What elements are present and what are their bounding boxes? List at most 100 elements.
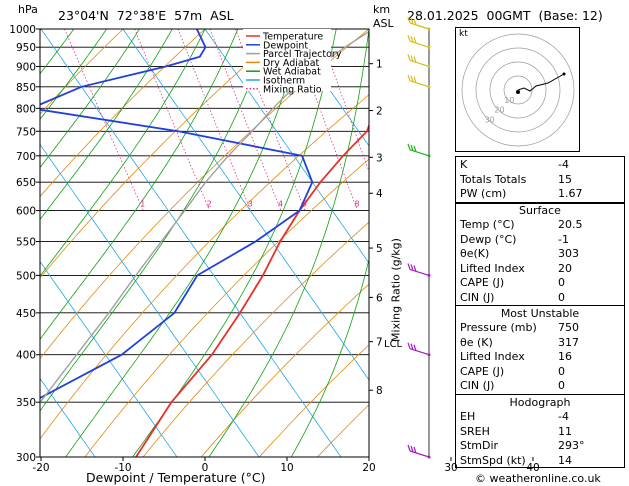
hodograph-ring: [461, 33, 575, 147]
isotherm-line: [122, 29, 369, 381]
hodo-row: EH -4: [460, 410, 569, 423]
mu-row: CAPE (J) 0: [460, 364, 565, 378]
legend-entry: Wet Adiabat: [263, 67, 321, 78]
legend-entry: Dewpoint: [263, 40, 308, 51]
pressure-tick-label: 450: [16, 308, 36, 320]
pressure-tick-label: 950: [16, 42, 36, 54]
temperature-tick-label: -10: [114, 462, 131, 474]
temperature-tick-label: 0: [202, 462, 209, 474]
mixing-ratio-line: [209, 29, 282, 211]
wind-barb: [407, 74, 431, 89]
temperature-tick-label: 40: [526, 462, 539, 474]
dry-adiabat-line: [40, 29, 124, 115]
pressure-tick-label: 1000: [9, 24, 36, 36]
surface-row: Lifted Index 20: [460, 261, 572, 275]
asl-label: ASL: [373, 17, 394, 30]
legend-entry: Isotherm: [263, 76, 305, 87]
pressure-tick-label: 800: [16, 103, 36, 115]
dry-adiabat-line: [142, 221, 369, 457]
hodograph-ring: [489, 61, 547, 119]
hodo-row: StmSpd (kt) 14: [460, 453, 572, 467]
hodograph-title: Hodograph: [509, 396, 571, 409]
mixing-ratio-line: [370, 29, 432, 211]
most-unstable-title: Most Unstable: [500, 307, 580, 320]
hodograph-table: Hodograph EH -4 SREH 11 StmDir 293° StmSpd …: [455, 394, 625, 468]
wind-barb: [407, 143, 431, 158]
surface-row: Temp (°C) 20.5: [460, 218, 583, 231]
mixing-ratio-label: 2: [207, 200, 212, 209]
isotherm-line: [40, 143, 260, 457]
pressure-tick-label: 300: [16, 452, 36, 464]
surface-title: Surface: [519, 204, 561, 217]
km-tick-label: 4: [376, 188, 383, 200]
legend-entry: Temperature: [262, 32, 323, 43]
mixing-ratio-label: 3: [248, 200, 253, 209]
temperature-tick-label: -20: [32, 462, 49, 474]
mixing-ratio-label: 10: [380, 200, 390, 209]
legend-entry: Parcel Trajectory: [263, 49, 342, 60]
hodograph-ring-label: 20: [494, 106, 504, 115]
hodograph-ring: [503, 75, 533, 105]
mixing-ratio-label: 1: [140, 200, 145, 209]
hodo-row: StmDir 293°: [460, 439, 585, 452]
hodograph-ring-label: 30: [485, 115, 495, 124]
mixing-ratio-label: 4: [278, 200, 283, 209]
dry-adiabat-line: [84, 158, 369, 457]
km-tick-label: 6: [376, 292, 383, 304]
mixing-ratio-line: [235, 29, 306, 211]
temperature-tick-label: 30: [444, 462, 457, 474]
dry-adiabat-line: [40, 94, 369, 440]
index-row-pw: PW (cm) 1.67: [460, 187, 583, 200]
wet-adiabat-line: [40, 29, 239, 340]
mixing-ratio-label: 8: [355, 200, 360, 209]
mu-row: Lifted Index 16: [460, 350, 572, 363]
hodograph: kt 10 20 30: [455, 27, 580, 152]
temperature-line: [135, 123, 369, 457]
pressure-tick-label: 600: [16, 206, 36, 218]
index-row-tt: Totals Totals 15: [460, 172, 572, 186]
hodograph-ring: [475, 47, 561, 133]
pressure-tick-label: 850: [16, 82, 36, 94]
hpa-label: hPa: [18, 3, 38, 16]
indices-table: K -4 Totals Totals 15 PW (cm) 1.67: [455, 156, 625, 204]
mu-row: Pressure (mb) 750: [460, 321, 579, 334]
dry-adiabat-line: [40, 29, 288, 279]
pressure-tick-label: 900: [16, 61, 36, 73]
mixing-ratio-axis-label: Mixing Ratio (g/kg): [389, 238, 403, 342]
wet-adiabat-line: [40, 29, 107, 120]
wind-barb: [407, 35, 431, 49]
pressure-tick-label: 750: [16, 126, 36, 138]
km-tick-label: 3: [376, 152, 383, 164]
wind-barb: [407, 54, 431, 68]
most-unstable-table: Most Unstable Pressure (mb) 750 θe (K) 317…: [455, 305, 625, 395]
isotherm-line: [0, 29, 13, 457]
x-axis-label: Dewpoint / Temperature (°C): [86, 470, 266, 485]
isotherm-line: [40, 29, 342, 457]
km-tick-label: 5: [376, 243, 383, 255]
temperature-tick-label: 20: [362, 462, 375, 474]
wet-adiabat-line: [40, 29, 173, 221]
wind-barb: [407, 16, 431, 31]
km-tick-label: 7: [376, 337, 383, 349]
hodograph-ring-label: 10: [504, 96, 514, 105]
wet-adiabat-line: [208, 29, 369, 457]
dry-adiabat-line: [40, 29, 206, 198]
km-tick-label: 1: [376, 59, 383, 71]
wet-adiabat-line: [40, 29, 75, 75]
surface-row: CAPE (J) 0: [460, 276, 565, 289]
dewpoint-line: [40, 29, 314, 399]
mixing-ratio-label: 15: [429, 200, 439, 209]
mu-row: CIN (J) 0: [460, 379, 565, 392]
hodograph-kt-label: kt: [459, 29, 468, 39]
temperature-tick-label: 10: [280, 462, 293, 474]
dry-adiabat-line: [200, 283, 369, 457]
storm-motion-marker: [516, 90, 520, 94]
mixing-ratio-line: [290, 29, 358, 211]
lcl-label: LCL: [384, 339, 403, 350]
wet-adiabat-line: [40, 29, 140, 169]
surface-row: θe(K) 303: [460, 247, 579, 260]
legend-entry: Mixing Ratio: [263, 84, 322, 95]
km-tick-label: 2: [376, 106, 383, 118]
